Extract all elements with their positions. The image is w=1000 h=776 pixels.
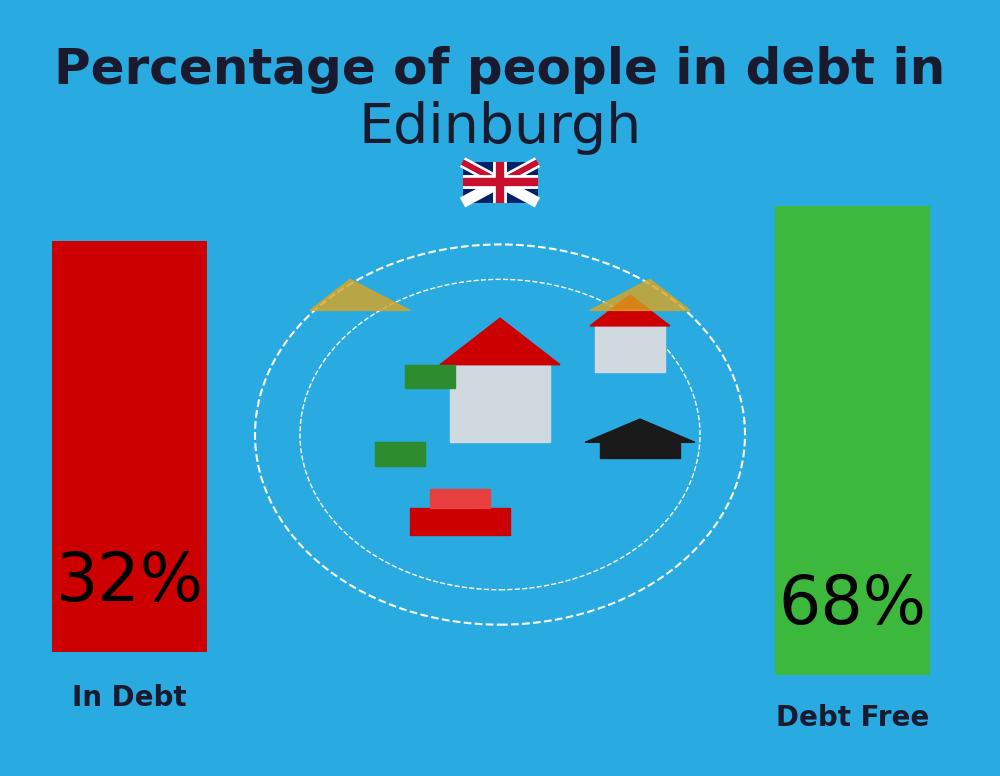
Polygon shape	[590, 295, 670, 326]
FancyBboxPatch shape	[462, 162, 538, 203]
Polygon shape	[405, 365, 455, 388]
Polygon shape	[310, 279, 410, 310]
Circle shape	[255, 244, 745, 625]
Polygon shape	[375, 442, 425, 466]
FancyBboxPatch shape	[775, 206, 930, 675]
Polygon shape	[410, 508, 510, 535]
Polygon shape	[585, 419, 695, 442]
Polygon shape	[600, 442, 680, 458]
Text: In Debt: In Debt	[72, 684, 187, 712]
Polygon shape	[440, 318, 560, 365]
Polygon shape	[590, 279, 690, 310]
Text: Percentage of people in debt in: Percentage of people in debt in	[54, 46, 946, 94]
Polygon shape	[450, 365, 550, 442]
Text: Edinburgh: Edinburgh	[358, 101, 642, 155]
Text: 32%: 32%	[56, 549, 204, 615]
Polygon shape	[430, 489, 490, 508]
Text: Debt Free: Debt Free	[776, 704, 929, 732]
FancyBboxPatch shape	[52, 241, 207, 652]
Polygon shape	[595, 326, 665, 372]
Text: 68%: 68%	[778, 572, 926, 639]
